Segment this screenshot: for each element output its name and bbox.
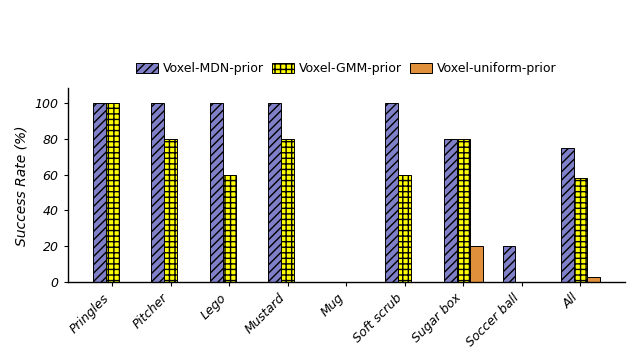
Bar: [502, 246, 515, 282]
Y-axis label: Success Rate (%): Success Rate (%): [15, 125, 29, 246]
Bar: [444, 139, 457, 282]
Legend: Voxel-MDN-prior, Voxel-GMM-prior, Voxel-uniform-prior: Voxel-MDN-prior, Voxel-GMM-prior, Voxel-…: [133, 60, 559, 78]
Bar: [574, 178, 587, 282]
Bar: [457, 139, 470, 282]
Bar: [223, 174, 236, 282]
Bar: [152, 103, 164, 282]
Bar: [93, 103, 106, 282]
Bar: [164, 139, 177, 282]
Bar: [398, 174, 412, 282]
Bar: [561, 147, 574, 282]
Bar: [106, 103, 118, 282]
Bar: [470, 246, 483, 282]
Bar: [282, 139, 294, 282]
Bar: [210, 103, 223, 282]
Bar: [268, 103, 282, 282]
Bar: [385, 103, 398, 282]
Bar: [587, 277, 600, 282]
